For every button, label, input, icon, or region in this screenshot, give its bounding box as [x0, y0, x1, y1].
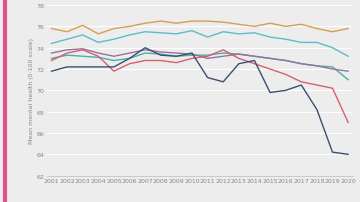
Y-axis label: Mean mental health (0-100 scale): Mean mental health (0-100 scale) — [29, 38, 34, 144]
